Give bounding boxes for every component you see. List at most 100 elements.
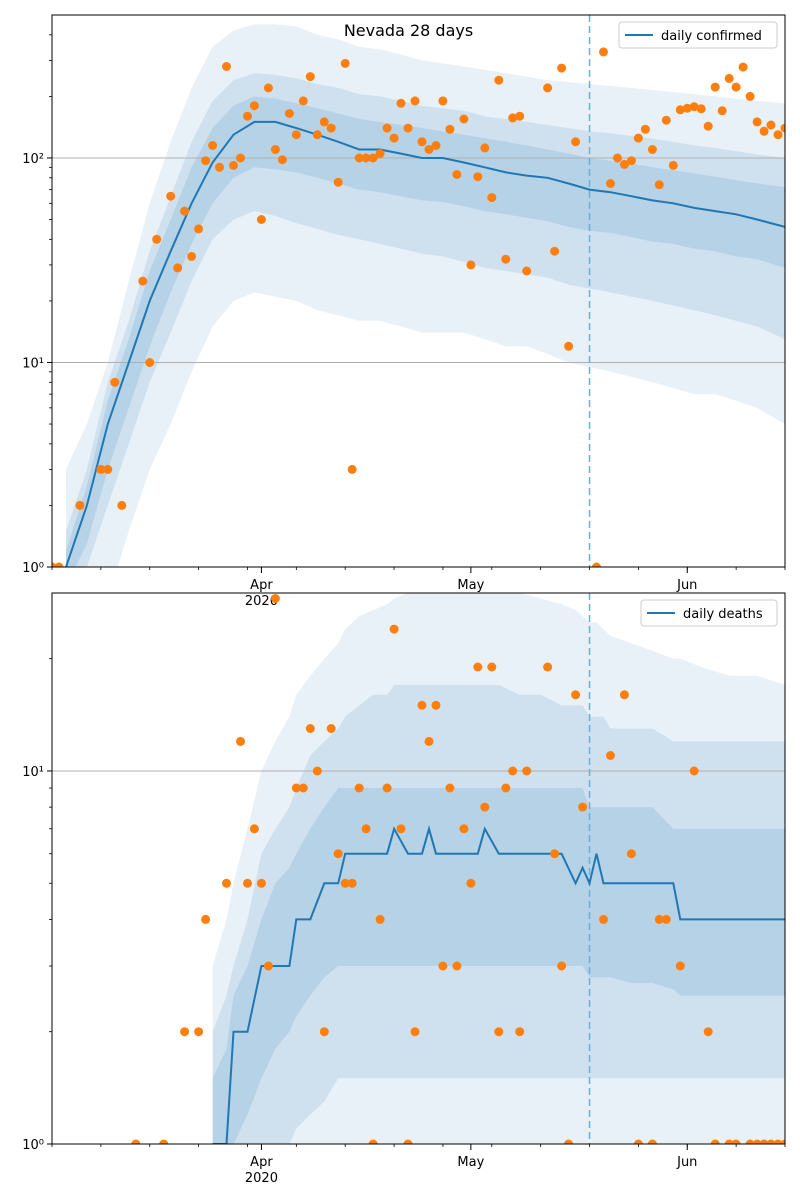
data-point	[780, 123, 785, 133]
band-inner	[66, 96, 785, 567]
data-point	[682, 103, 692, 113]
data-point	[110, 377, 120, 387]
data-point	[438, 961, 448, 971]
axes-frame	[51, 14, 786, 568]
data-point	[515, 1027, 525, 1037]
data-point	[131, 1139, 141, 1144]
data-point	[661, 115, 671, 125]
data-point	[466, 260, 476, 270]
data-point	[501, 254, 511, 264]
data-point	[731, 1139, 741, 1144]
data-point	[354, 783, 364, 793]
data-point	[668, 160, 678, 170]
data-point	[452, 961, 462, 971]
data-point	[340, 58, 350, 68]
data-point	[543, 662, 553, 672]
band-outer	[66, 24, 785, 567]
data-point	[724, 73, 734, 83]
data-point	[368, 1139, 378, 1144]
data-point	[236, 736, 245, 746]
data-point	[633, 133, 643, 143]
data-point	[410, 96, 420, 106]
y-tick-label: 10⁰	[22, 1138, 44, 1153]
data-point	[654, 180, 664, 190]
data-point	[661, 914, 671, 924]
data-point	[724, 1139, 734, 1144]
x-tick-label: Jun	[676, 1155, 697, 1170]
data-point	[298, 783, 308, 793]
data-point	[557, 961, 567, 971]
data-point	[473, 662, 483, 672]
data-point	[54, 562, 64, 567]
data-point	[382, 783, 392, 793]
data-point	[606, 179, 615, 188]
data-point	[117, 500, 127, 510]
data-point	[249, 101, 259, 111]
data-point	[452, 170, 462, 179]
data-point	[599, 47, 608, 57]
data-point	[606, 751, 615, 760]
data-point	[222, 878, 231, 888]
data-point	[508, 113, 518, 123]
legend-label: daily confirmed	[661, 29, 762, 44]
data-point	[508, 766, 518, 776]
data-point	[752, 1139, 762, 1144]
data-point	[270, 145, 280, 154]
data-point	[619, 159, 629, 169]
data-point	[731, 82, 741, 92]
data-point	[571, 137, 581, 147]
data-point	[738, 62, 748, 72]
series-line-daily-confirmed	[65, 120, 785, 567]
data-point	[752, 117, 762, 127]
data-point	[347, 464, 357, 474]
x-tick-label: May	[457, 578, 484, 593]
x-tick-sublabel: 2020	[245, 1171, 278, 1186]
data-point	[410, 1027, 420, 1037]
data-point	[319, 117, 329, 127]
data-point	[487, 662, 497, 672]
data-point	[522, 766, 532, 776]
data-point	[640, 124, 650, 134]
x-tick-label: Apr	[250, 578, 273, 593]
data-point	[284, 109, 294, 118]
data-point	[745, 1139, 755, 1144]
data-point	[298, 96, 308, 106]
data-point	[326, 123, 336, 133]
x-tick-label: Jun	[676, 578, 697, 593]
data-point	[766, 1139, 776, 1144]
data-point	[480, 802, 490, 812]
data-point	[152, 234, 162, 244]
data-point	[710, 82, 720, 92]
data-point	[522, 266, 532, 276]
data-point	[326, 724, 336, 733]
data-point	[305, 724, 315, 733]
data-point	[480, 143, 490, 153]
band-outer	[212, 593, 785, 1144]
data-point	[396, 98, 406, 108]
data-point	[319, 1027, 329, 1037]
data-point	[180, 206, 190, 216]
data-point	[759, 1139, 769, 1144]
data-point	[222, 62, 231, 71]
data-point	[431, 700, 441, 710]
data-point	[417, 700, 427, 710]
data-point	[675, 961, 685, 971]
data-point	[647, 145, 657, 154]
x-tick-label: Apr	[250, 1155, 273, 1170]
data-point	[619, 690, 629, 700]
data-point	[103, 464, 113, 474]
data-point	[773, 1139, 783, 1144]
data-point	[166, 191, 176, 201]
data-point	[424, 736, 434, 746]
data-point	[375, 149, 385, 159]
data-point	[703, 1027, 713, 1037]
chart-title: Nevada 28 days	[344, 21, 473, 40]
data-point	[613, 153, 622, 163]
data-point	[626, 156, 636, 166]
data-point	[340, 878, 350, 888]
data-point	[473, 172, 483, 182]
data-point	[501, 783, 511, 793]
data-point	[173, 263, 183, 273]
data-point	[145, 358, 155, 367]
